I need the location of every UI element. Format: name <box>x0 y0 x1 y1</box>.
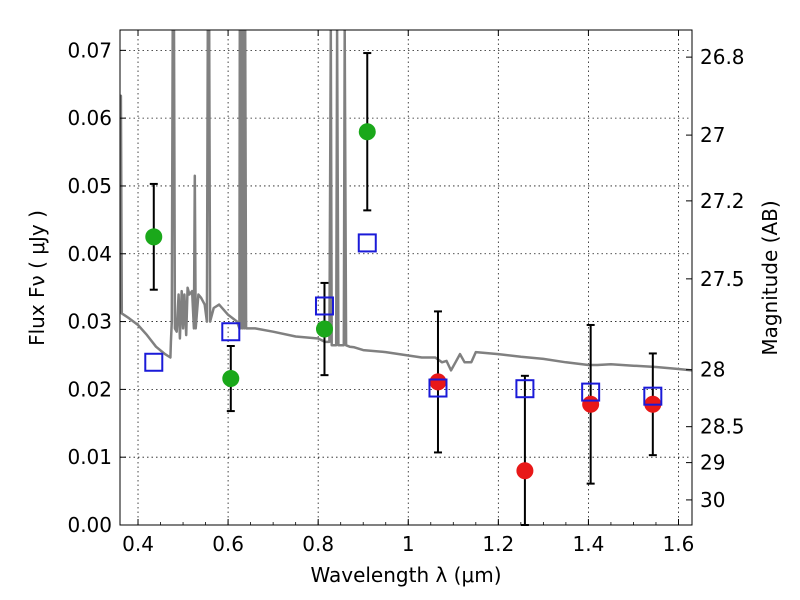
y2-tick-label: 30 <box>700 488 725 512</box>
model-point-square <box>314 296 334 316</box>
x-tick-label: 1.4 <box>573 532 605 556</box>
plot-frame <box>119 29 693 526</box>
data-point-circle <box>358 123 376 141</box>
y2-tick-label: 27.5 <box>700 267 745 291</box>
model-point-square <box>221 322 241 342</box>
y-tick-label: 0.04 <box>67 242 112 266</box>
model-spectrum <box>120 30 692 372</box>
y2-tick-label: 28.5 <box>700 415 745 439</box>
model-point-square <box>357 233 377 253</box>
model-point-square <box>428 378 448 398</box>
y-tick-label: 0.05 <box>67 174 112 198</box>
y-tick-label: 0.01 <box>67 445 112 469</box>
error-bars <box>149 52 657 526</box>
y2-axis-title: Magnitude (AB) <box>758 200 782 355</box>
x-tick-label: 0.6 <box>212 532 244 556</box>
x-tick-label: 0.8 <box>302 532 334 556</box>
y2-tick-label: 27 <box>700 123 725 147</box>
y-tick-label: 0.02 <box>67 377 112 401</box>
y-tick-label: 0.03 <box>67 310 112 334</box>
x-tick-label: 1.2 <box>482 532 514 556</box>
data-point-circle <box>516 462 534 480</box>
y-tick-label: 0.00 <box>67 513 112 537</box>
data-point-circle <box>315 320 333 338</box>
y2-tick-label: 27.2 <box>700 189 745 213</box>
y-tick-label: 0.07 <box>67 38 112 62</box>
data-markers <box>144 123 663 480</box>
y-tick-label: 0.06 <box>67 106 112 130</box>
data-point-circle <box>222 370 240 388</box>
y2-tick-label: 29 <box>700 451 725 475</box>
data-point-circle <box>582 395 600 413</box>
y-axis-title: Flux Fν ( μJy ) <box>25 210 49 346</box>
x-axis-title: Wavelength λ (μm) <box>310 563 501 587</box>
y2-tick-label: 28 <box>700 358 725 382</box>
x-tick-label: 0.4 <box>122 532 154 556</box>
model-point-square <box>643 386 663 406</box>
model-point-square <box>144 352 164 372</box>
y2-tick-label: 26.8 <box>700 45 745 69</box>
spectrum-line <box>120 30 692 372</box>
x-tick-label: 1 <box>402 532 415 556</box>
data-point-circle <box>429 373 447 391</box>
model-point-square <box>515 379 535 399</box>
model-point-square <box>581 382 601 402</box>
data-point-circle <box>145 228 163 246</box>
grid-lines <box>120 30 692 525</box>
axis-ticks: 0.4 0.6 0.8 1 1.2 1.4 1.6 0.00 0.01 0.02 0.03 0.04 0… <box>67 30 745 556</box>
x-tick-label: 1.6 <box>663 532 695 556</box>
